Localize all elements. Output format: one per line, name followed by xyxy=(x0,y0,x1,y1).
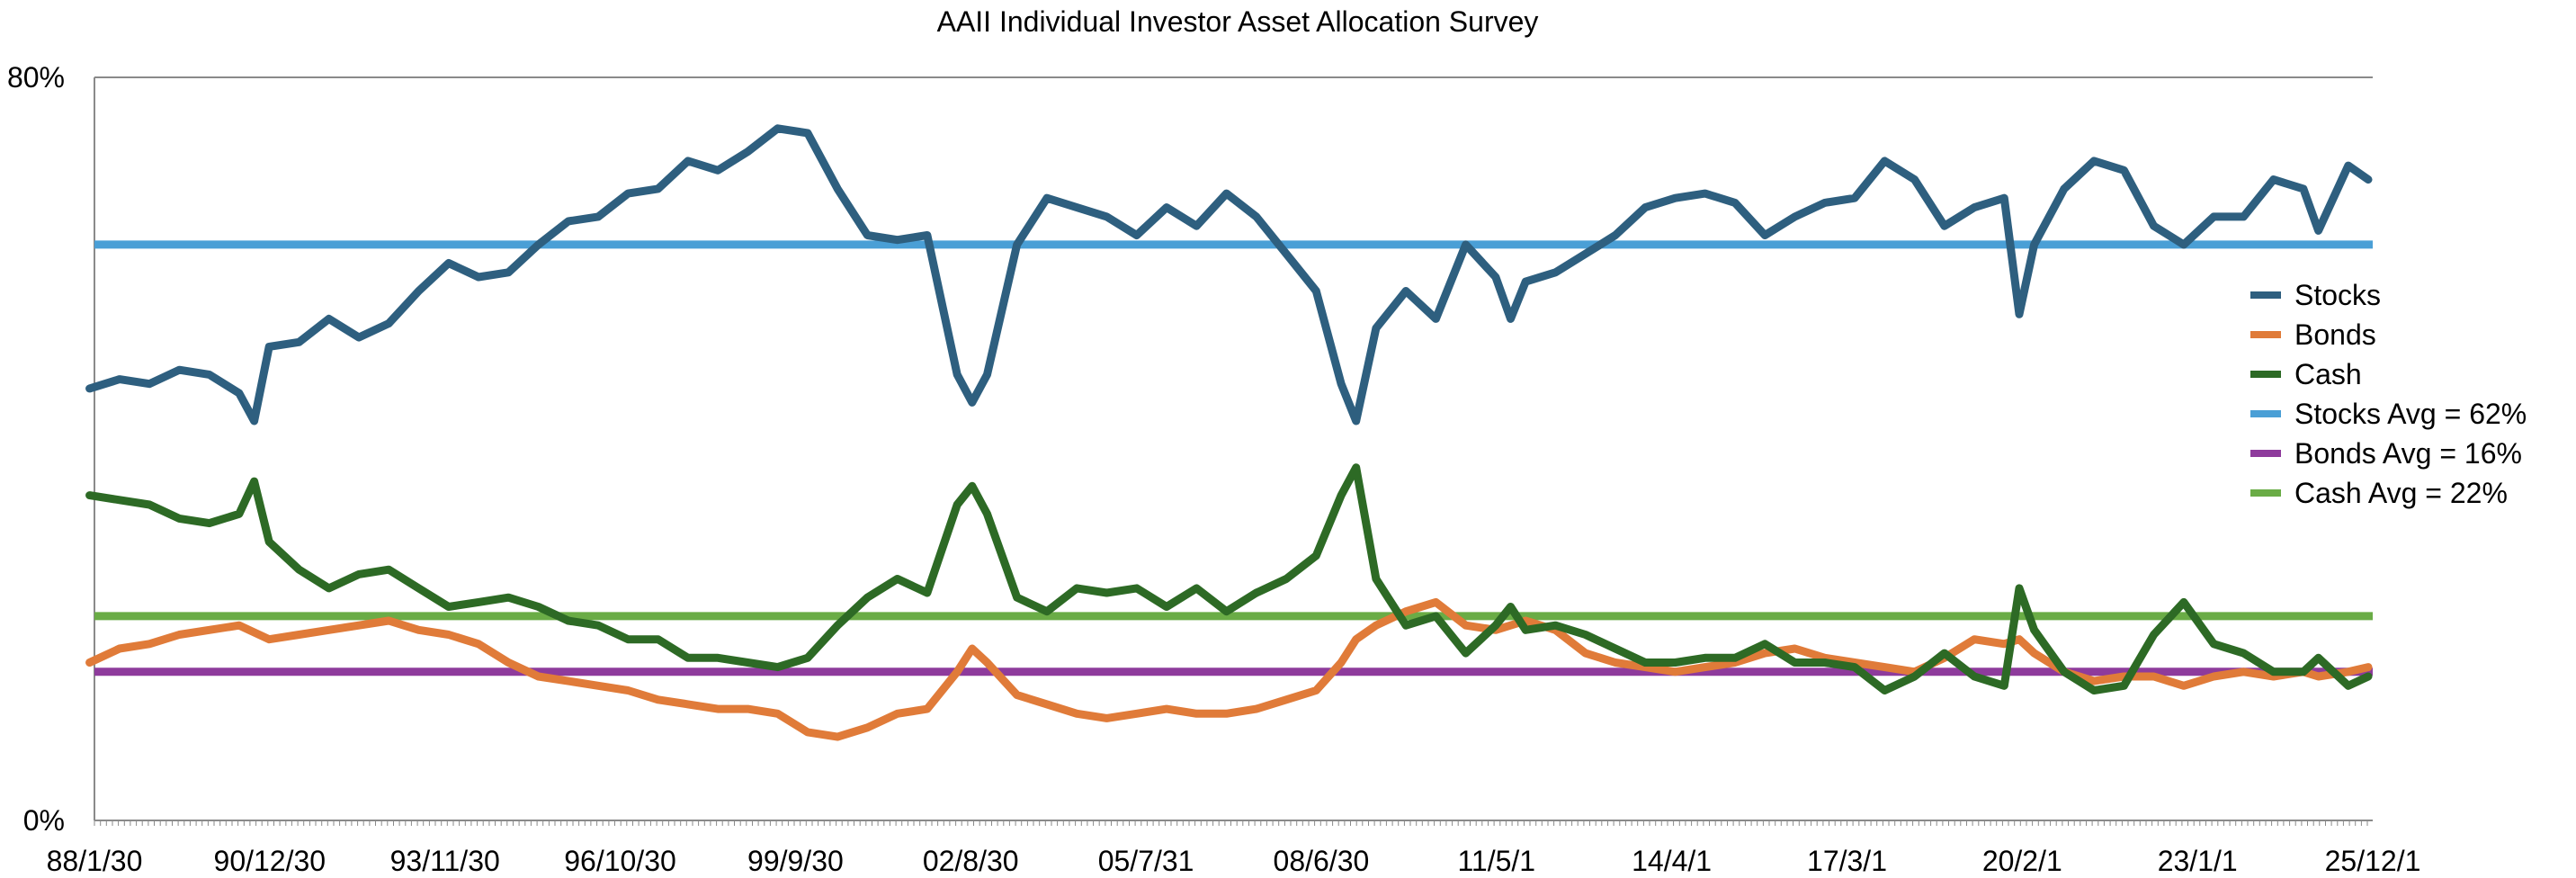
average-lines xyxy=(94,240,2373,676)
x-tick-label: 17/3/1 xyxy=(1807,845,1887,877)
axes xyxy=(94,76,2373,826)
legend-label: Bonds xyxy=(2294,318,2376,351)
legend-label: Cash xyxy=(2294,358,2362,390)
x-tick-label: 23/1/1 xyxy=(2158,845,2238,877)
y-axis-ticks: 80% 0% xyxy=(7,61,65,837)
x-tick-label: 25/12/1 xyxy=(2325,845,2421,877)
x-tick-label: 93/11/30 xyxy=(390,845,500,877)
x-tick-label: 99/9/30 xyxy=(747,845,844,877)
legend-label: Stocks xyxy=(2294,279,2381,311)
chart-title: AAII Individual Investor Asset Allocatio… xyxy=(937,5,1539,38)
series-lines xyxy=(85,124,2373,741)
x-tick-label: 96/10/30 xyxy=(564,845,676,877)
x-tick-label: 11/5/1 xyxy=(1458,845,1536,877)
legend-label: Cash Avg = 22% xyxy=(2294,477,2508,509)
legend: Stocks Bonds Cash Stocks Avg = 62% Bonds Avg… xyxy=(2250,279,2527,509)
x-tick-label: 14/4/1 xyxy=(1632,845,1712,877)
y-tick-label: 0% xyxy=(23,804,65,837)
y-tick-label: 80% xyxy=(7,61,65,94)
x-axis-ticks: 88/1/30 90/12/30 93/11/30 96/10/30 99/9/30 02… xyxy=(47,845,2421,877)
series-line-cash xyxy=(85,463,2373,694)
x-tick-label: 08/6/30 xyxy=(1274,845,1370,877)
x-tick-label: 90/12/30 xyxy=(214,845,326,877)
legend-label: Stocks Avg = 62% xyxy=(2294,398,2527,430)
legend-label: Bonds Avg = 16% xyxy=(2294,437,2522,470)
x-tick-label: 02/8/30 xyxy=(923,845,1019,877)
x-tick-label: 88/1/30 xyxy=(47,845,143,877)
series-line-stocks xyxy=(85,124,2373,426)
x-tick-label: 05/7/31 xyxy=(1098,845,1194,877)
x-tick-label: 20/2/1 xyxy=(1982,845,2062,877)
